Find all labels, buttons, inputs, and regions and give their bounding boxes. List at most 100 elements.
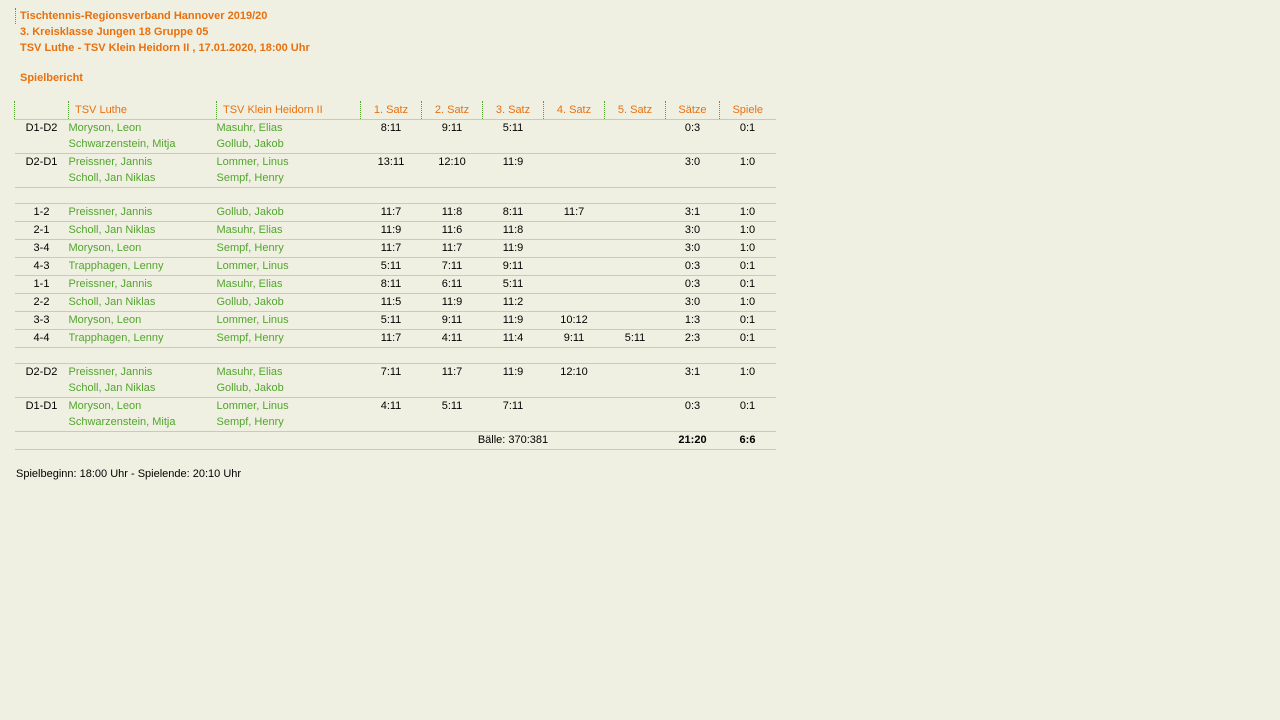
set-score-cell: 4:11 <box>380 400 402 412</box>
player-names-cell: Gollub, Jakob <box>217 204 361 222</box>
set-score-cell: 11:5 <box>380 296 402 308</box>
column-header: 5. Satz <box>604 101 666 120</box>
set-score-cell <box>605 276 666 294</box>
games-result-cell: 1:0 <box>739 296 756 308</box>
set-score-cell: 11:7 <box>380 206 402 218</box>
column-header: Spiele <box>719 101 776 120</box>
set-score-cell <box>605 312 666 330</box>
player-name-link[interactable]: Sempf, Henry <box>216 172 284 184</box>
sets-result-cell: 0:3 <box>684 278 701 290</box>
set-score-cell: 7:11 <box>502 400 524 412</box>
player-name-link[interactable]: Schwarzenstein, Mitja <box>68 138 176 150</box>
player-name-line: Trapphagen, Lenny <box>69 330 217 346</box>
player-name-link[interactable]: Preissner, Jannis <box>68 206 153 218</box>
player-name-link[interactable]: Sempf, Henry <box>216 242 284 254</box>
set-score-cell: 11:7 <box>380 242 402 254</box>
player-names-cell: Moryson, Leon Schwarzenstein, Mitja <box>69 120 217 154</box>
set-score-cell: 11:9 <box>502 366 524 378</box>
player-name-link[interactable]: Masuhr, Elias <box>216 224 283 236</box>
set-score-cell: 11:6 <box>441 224 463 236</box>
match-number-cell: 3-3 <box>33 314 50 326</box>
player-name-line: Moryson, Leon <box>69 240 217 256</box>
games-result-cell: 0:1 <box>739 400 756 412</box>
player-name-link[interactable]: Lommer, Linus <box>216 156 289 168</box>
match-row: D2-D1 Preissner, Jannis Scholl, Jan Niklas… <box>14 154 776 188</box>
player-name-link[interactable]: Masuhr, Elias <box>216 122 283 134</box>
set-score-cell: 11:2 <box>502 296 524 308</box>
set-score-cell: 6:11 <box>441 278 463 290</box>
player-name-link[interactable]: Lommer, Linus <box>216 314 289 326</box>
player-name-link[interactable]: Scholl, Jan Niklas <box>68 296 156 308</box>
player-name-link[interactable]: Scholl, Jan Niklas <box>68 382 156 394</box>
player-name-link[interactable]: Lommer, Linus <box>216 400 289 412</box>
player-names-cell: Moryson, Leon <box>69 240 217 258</box>
player-name-link[interactable]: Moryson, Leon <box>68 400 142 412</box>
sets-total: 21:20 <box>678 434 707 446</box>
set-score-cell <box>605 364 666 398</box>
player-name-link[interactable]: Scholl, Jan Niklas <box>68 224 156 236</box>
player-names-cell: Masuhr, Elias <box>217 276 361 294</box>
player-name-link[interactable]: Preissner, Jannis <box>68 156 153 168</box>
player-name-link[interactable]: Gollub, Jakob <box>216 138 284 150</box>
player-name-line: Sempf, Henry <box>217 414 361 430</box>
player-names-cell: Masuhr, Elias Gollub, Jakob <box>217 120 361 154</box>
match-row: 2-1 Scholl, Jan Niklas Masuhr, Elias 11:9 11… <box>14 222 776 240</box>
player-name-line: Preissner, Jannis <box>69 276 217 292</box>
player-names-cell: Scholl, Jan Niklas <box>69 294 217 312</box>
match-number-cell: 1-2 <box>33 206 50 218</box>
match-row: 3-4 Moryson, Leon Sempf, Henry 11:7 11:7 11:9… <box>14 240 776 258</box>
player-name-line: Scholl, Jan Niklas <box>69 170 217 186</box>
player-name-link[interactable]: Moryson, Leon <box>68 242 142 254</box>
sets-result-cell: 3:0 <box>684 242 701 254</box>
column-header: TSV Klein Heidorn II <box>216 101 361 120</box>
player-name-link[interactable]: Lommer, Linus <box>216 260 289 272</box>
player-names-cell: Trapphagen, Lenny <box>69 330 217 348</box>
set-score-cell: 9:11 <box>441 122 463 134</box>
player-names-cell: Lommer, Linus <box>217 258 361 276</box>
column-header: 3. Satz <box>482 101 544 120</box>
column-header: Sätze <box>665 101 720 120</box>
table-body: D1-D2 Moryson, Leon Schwarzenstein, Mitja M… <box>14 120 776 450</box>
player-name-link[interactable]: Gollub, Jakob <box>216 296 284 308</box>
player-names-cell: Lommer, Linus <box>217 312 361 330</box>
match-row: 4-4 Trapphagen, Lenny Sempf, Henry 11:7 4:11… <box>14 330 776 348</box>
player-name-link[interactable]: Schwarzenstein, Mitja <box>68 416 176 428</box>
player-name-link[interactable]: Preissner, Jannis <box>68 366 153 378</box>
spacer-row <box>14 188 776 204</box>
player-name-link[interactable]: Moryson, Leon <box>68 314 142 326</box>
set-score-cell <box>544 222 605 240</box>
set-score-cell: 5:11 <box>380 260 402 272</box>
player-name-link[interactable]: Gollub, Jakob <box>216 382 284 394</box>
player-name-line: Lommer, Linus <box>217 258 361 274</box>
match-number-cell: D1-D1 <box>25 400 58 412</box>
player-names-cell: Preissner, Jannis <box>69 276 217 294</box>
player-name-link[interactable]: Masuhr, Elias <box>216 366 283 378</box>
player-name-line: Moryson, Leon <box>69 120 217 136</box>
player-name-link[interactable]: Preissner, Jannis <box>68 278 153 290</box>
header-block: Tischtennis-Regionsverband Hannover 2019… <box>15 8 1280 56</box>
section-title: Spielbericht <box>20 72 83 84</box>
player-names-cell: Lommer, Linus Sempf, Henry <box>217 154 361 188</box>
set-score-cell: 5:11 <box>380 314 402 326</box>
match-times: Spielbeginn: 18:00 Uhr - Spielende: 20:1… <box>16 468 242 480</box>
column-header: 2. Satz <box>421 101 483 120</box>
player-name-link[interactable]: Moryson, Leon <box>68 122 142 134</box>
player-name-link[interactable]: Trapphagen, Lenny <box>68 332 164 344</box>
player-name-link[interactable]: Sempf, Henry <box>216 332 284 344</box>
set-score-cell: 8:11 <box>380 122 402 134</box>
player-name-link[interactable]: Scholl, Jan Niklas <box>68 172 156 184</box>
match-number-cell: 3-4 <box>33 242 50 254</box>
match-row: 1-1 Preissner, Jannis Masuhr, Elias 8:11 6:1… <box>14 276 776 294</box>
match-row: 3-3 Moryson, Leon Lommer, Linus 5:11 9:11 11:… <box>14 312 776 330</box>
player-name-line: Gollub, Jakob <box>217 380 361 396</box>
player-name-line: Schwarzenstein, Mitja <box>69 414 217 430</box>
match-row: D2-D2 Preissner, Jannis Scholl, Jan Niklas… <box>14 364 776 398</box>
player-name-link[interactable]: Gollub, Jakob <box>216 206 284 218</box>
player-name-line: Moryson, Leon <box>69 398 217 414</box>
player-name-link[interactable]: Sempf, Henry <box>216 416 284 428</box>
spielbericht-page: Tischtennis-Regionsverband Hannover 2019… <box>14 8 1280 480</box>
player-name-link[interactable]: Masuhr, Elias <box>216 278 283 290</box>
set-score-cell: 9:11 <box>563 332 585 344</box>
player-name-link[interactable]: Trapphagen, Lenny <box>68 260 164 272</box>
games-result-cell: 1:0 <box>739 366 756 378</box>
